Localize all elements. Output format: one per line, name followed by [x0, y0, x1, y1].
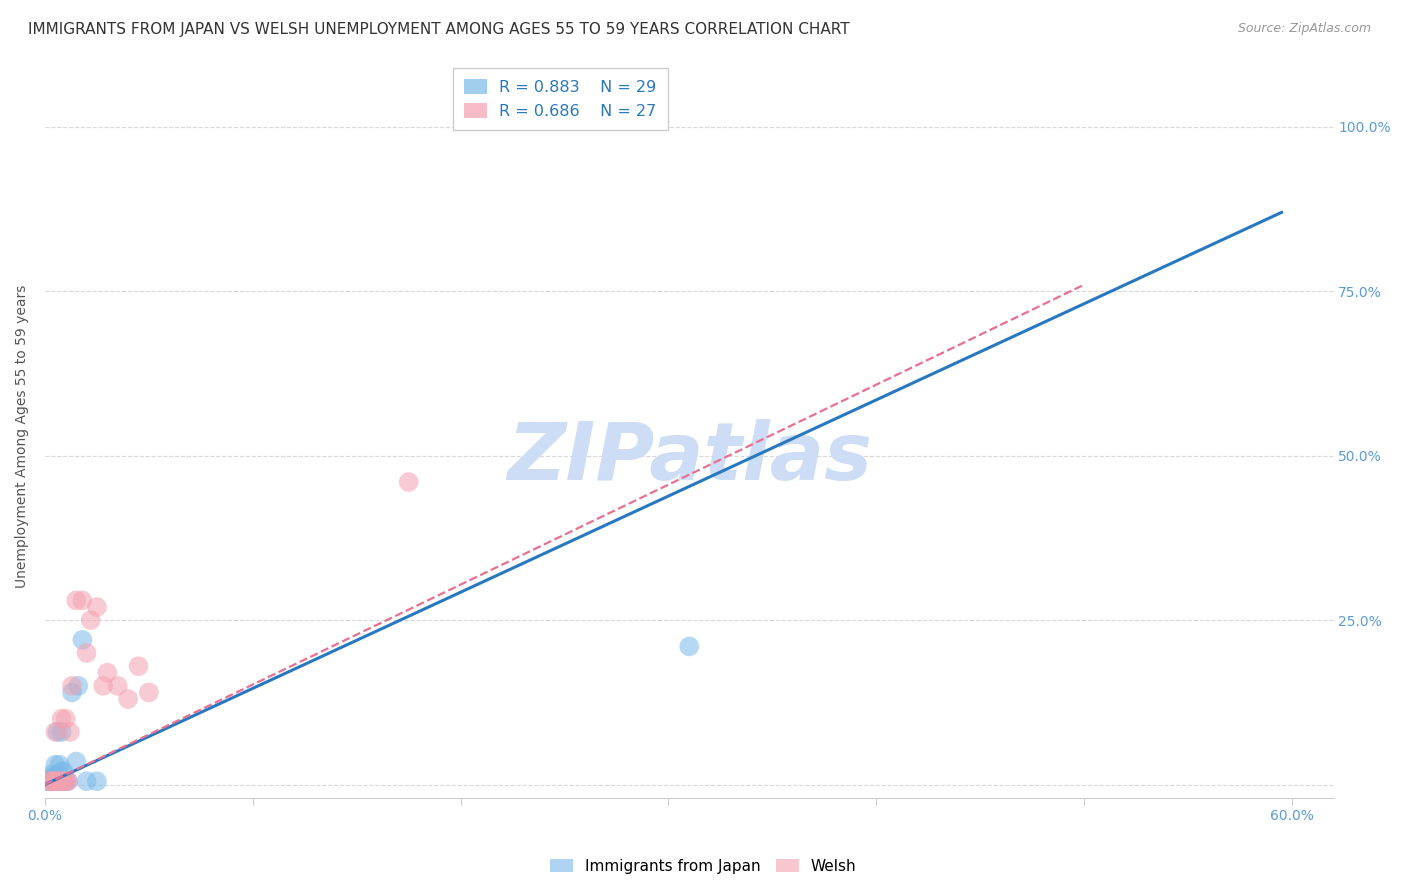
Point: [56, 774, 79, 789]
Point: [44, 725, 66, 739]
Point: [52, 764, 75, 779]
Point: [1364, 106, 1386, 120]
Text: ZIPatlas: ZIPatlas: [506, 418, 872, 497]
Point: [48, 757, 70, 772]
Point: [138, 685, 160, 699]
Point: [60, 685, 83, 699]
Point: [51, 764, 73, 779]
Point: [117, 692, 139, 706]
Point: [39, 774, 62, 789]
Point: [76, 646, 98, 660]
Point: [44, 774, 66, 789]
Y-axis label: Unemployment Among Ages 55 to 59 years: Unemployment Among Ages 55 to 59 years: [15, 285, 30, 588]
Point: [678, 640, 700, 654]
Legend: Immigrants from Japan, Welsh: Immigrants from Japan, Welsh: [544, 853, 862, 880]
Text: IMMIGRANTS FROM JAPAN VS WELSH UNEMPLOYMENT AMONG AGES 55 TO 59 YEARS CORRELATIO: IMMIGRANTS FROM JAPAN VS WELSH UNEMPLOYM…: [28, 22, 849, 37]
Point: [38, 774, 60, 789]
Point: [55, 774, 77, 789]
Point: [38, 771, 60, 785]
Point: [38, 774, 60, 789]
Point: [80, 613, 103, 627]
Point: [44, 757, 66, 772]
Point: [51, 712, 73, 726]
Point: [72, 593, 94, 607]
Point: [55, 712, 77, 726]
Point: [59, 725, 82, 739]
Point: [52, 774, 75, 789]
Point: [56, 774, 79, 789]
Point: [46, 725, 69, 739]
Point: [128, 659, 150, 673]
Point: [52, 774, 75, 789]
Point: [51, 774, 73, 789]
Point: [86, 599, 108, 614]
Point: [42, 774, 65, 789]
Point: [60, 679, 83, 693]
Point: [46, 774, 69, 789]
Point: [65, 593, 87, 607]
Point: [48, 774, 70, 789]
Point: [107, 679, 129, 693]
Text: Source: ZipAtlas.com: Source: ZipAtlas.com: [1237, 22, 1371, 36]
Point: [39, 767, 62, 781]
Point: [76, 774, 98, 789]
Point: [67, 679, 90, 693]
Point: [42, 771, 65, 785]
Point: [51, 725, 73, 739]
Point: [72, 632, 94, 647]
Point: [398, 475, 420, 489]
Point: [35, 774, 58, 789]
Legend: R = 0.883    N = 29, R = 0.686    N = 27: R = 0.883 N = 29, R = 0.686 N = 27: [453, 68, 668, 130]
Point: [48, 774, 70, 789]
Point: [96, 665, 118, 680]
Point: [46, 767, 69, 781]
Point: [44, 774, 66, 789]
Point: [91, 679, 114, 693]
Point: [39, 774, 62, 789]
Point: [86, 774, 108, 789]
Point: [65, 755, 87, 769]
Point: [55, 774, 77, 789]
Point: [46, 774, 69, 789]
Point: [42, 774, 65, 789]
Point: [51, 774, 73, 789]
